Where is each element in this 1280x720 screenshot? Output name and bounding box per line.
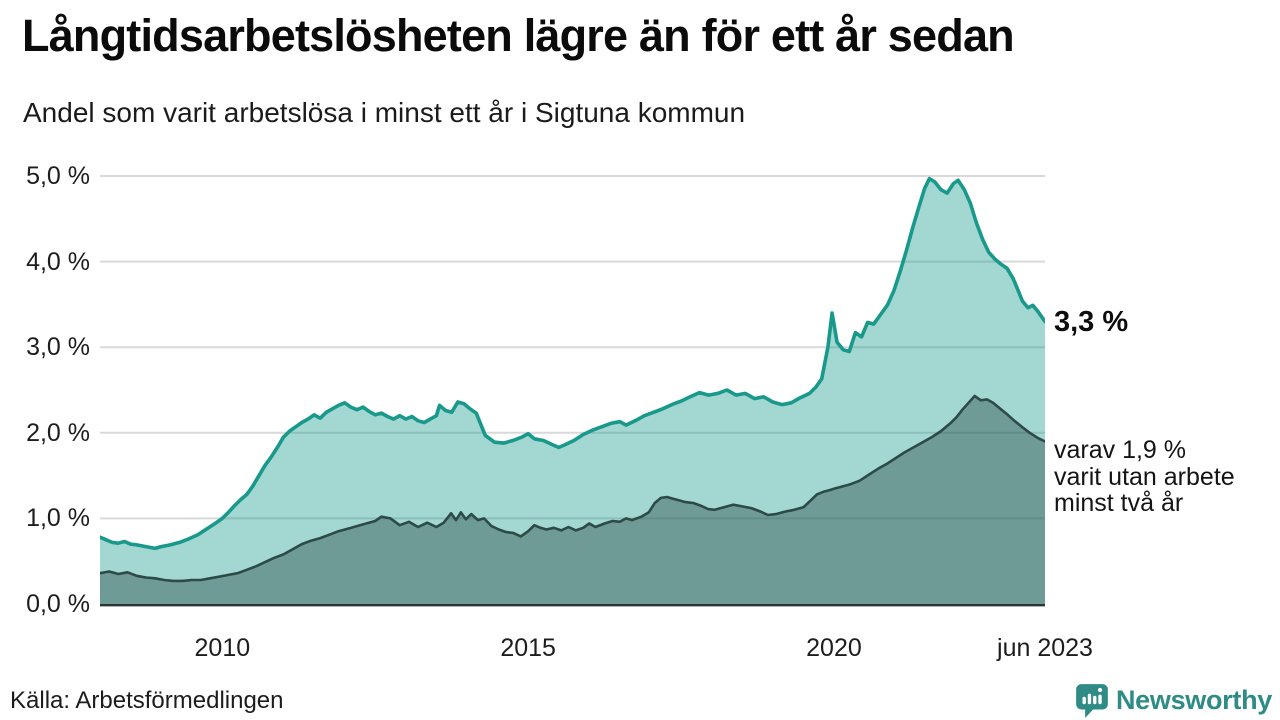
newsworthy-icon xyxy=(1074,682,1110,719)
annotation-line: varav 1,9 % xyxy=(1054,436,1187,465)
x-axis-tick-label: jun 2023 xyxy=(997,634,1093,662)
area-chart xyxy=(100,175,1045,607)
annotation-line: minst två år xyxy=(1054,489,1184,518)
chart-subtitle: Andel som varit arbetslösa i minst ett å… xyxy=(23,97,746,128)
y-axis-tick-label: 1,0 % xyxy=(26,504,90,533)
speech-bubble-shape xyxy=(1076,683,1108,718)
y-axis-tick-label: 3,0 % xyxy=(26,333,90,362)
annotation-two-year: varav 1,9 % varit utan arbete minst två år xyxy=(1054,437,1274,517)
chart-title: Långtidsarbetslösheten lägre än för ett … xyxy=(22,10,1015,61)
x-axis-tick-label: 2010 xyxy=(194,634,251,662)
annotation-latest-value: 3,3 % xyxy=(1054,305,1129,338)
y-axis-tick-label: 5,0 % xyxy=(26,162,90,190)
x-axis-tick-label: 2015 xyxy=(500,634,556,662)
brand-logo: Newsworthy xyxy=(1074,681,1272,719)
y-axis-tick-label: 0,0 % xyxy=(26,590,90,618)
y-axis-tick-label: 2,0 % xyxy=(26,418,90,447)
annotation-line: varit utan arbete xyxy=(1054,462,1235,491)
y-axis-tick-label: 4,0 % xyxy=(26,247,90,276)
x-axis-tick-label: 2020 xyxy=(806,634,862,662)
brand-name: Newsworthy xyxy=(1115,685,1272,715)
source-note: Källa: Arbetsförmedlingen xyxy=(10,687,284,714)
